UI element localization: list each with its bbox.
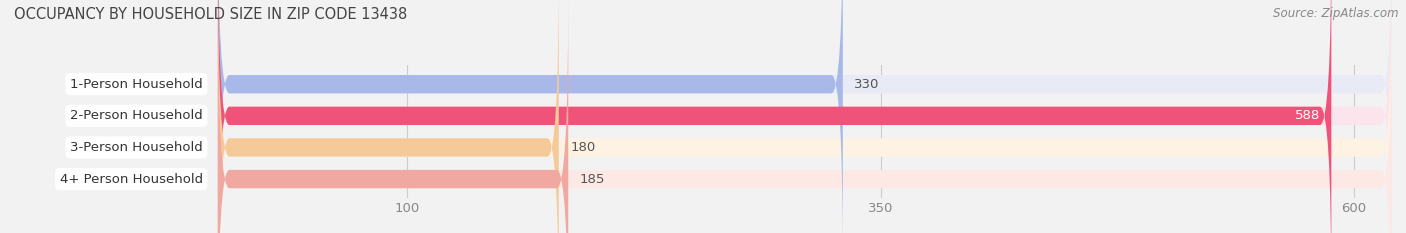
Text: OCCUPANCY BY HOUSEHOLD SIZE IN ZIP CODE 13438: OCCUPANCY BY HOUSEHOLD SIZE IN ZIP CODE … bbox=[14, 7, 408, 22]
Text: 2-Person Household: 2-Person Household bbox=[70, 109, 202, 122]
FancyBboxPatch shape bbox=[218, 0, 568, 233]
Text: 330: 330 bbox=[855, 78, 880, 91]
Text: 180: 180 bbox=[571, 141, 595, 154]
Text: 3-Person Household: 3-Person Household bbox=[70, 141, 202, 154]
FancyBboxPatch shape bbox=[218, 0, 1392, 233]
Text: 4+ Person Household: 4+ Person Household bbox=[59, 173, 202, 185]
Text: 588: 588 bbox=[1295, 109, 1320, 122]
FancyBboxPatch shape bbox=[218, 0, 1392, 233]
FancyBboxPatch shape bbox=[218, 0, 1331, 233]
FancyBboxPatch shape bbox=[218, 0, 558, 233]
Text: 1-Person Household: 1-Person Household bbox=[70, 78, 202, 91]
FancyBboxPatch shape bbox=[218, 0, 1392, 233]
FancyBboxPatch shape bbox=[218, 0, 842, 233]
Text: 185: 185 bbox=[579, 173, 605, 185]
Text: Source: ZipAtlas.com: Source: ZipAtlas.com bbox=[1274, 7, 1399, 20]
FancyBboxPatch shape bbox=[218, 0, 1392, 233]
